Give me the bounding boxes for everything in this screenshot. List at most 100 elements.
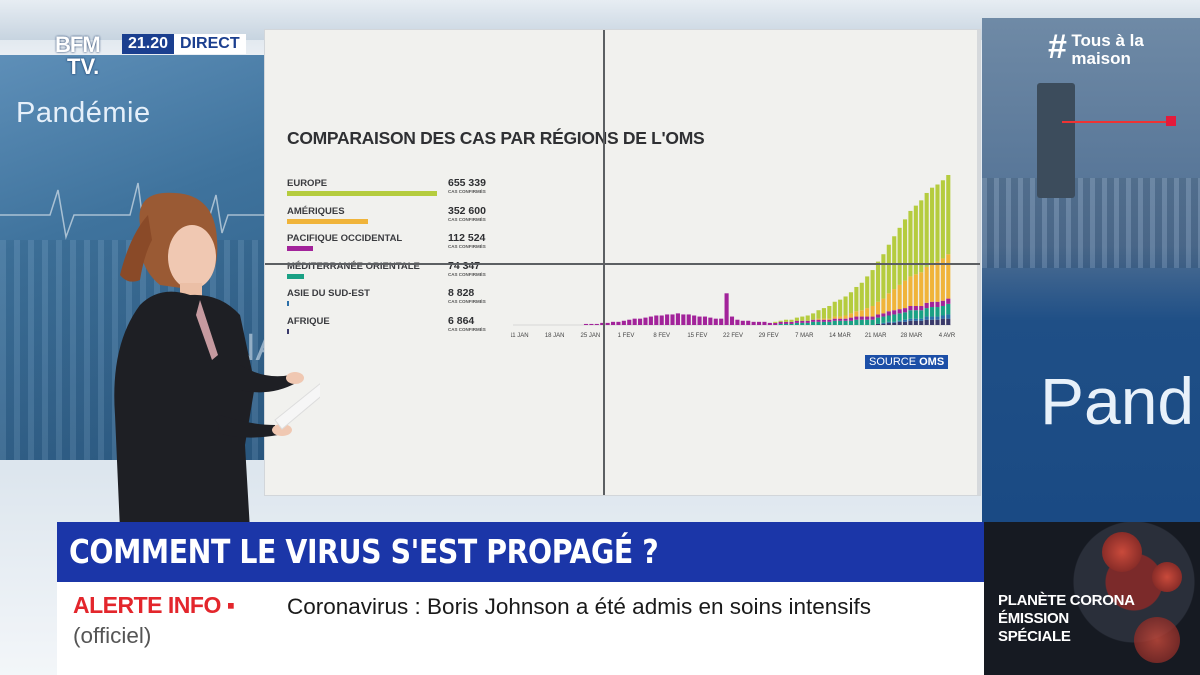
bar-segment	[913, 205, 918, 275]
legend-value: 6 864	[448, 314, 475, 327]
bar-segment	[908, 318, 913, 321]
bar-segment	[870, 305, 875, 317]
hashtag-symbol: #	[1048, 28, 1067, 66]
legend-item: AFRIQUE 6 864 CAS CONFIRMÉS	[287, 314, 497, 344]
bar-segment	[789, 319, 794, 322]
bar-segment	[794, 320, 799, 323]
bar-segment	[821, 319, 826, 322]
bar-segment	[789, 321, 794, 324]
bar-segment	[778, 321, 783, 324]
red-marker	[1166, 116, 1176, 126]
x-tick-label: 4 AVR	[939, 333, 956, 339]
bar-segment	[838, 320, 843, 325]
bar-segment	[627, 319, 632, 325]
legend-label: ASIE DU SUD-EST	[287, 288, 370, 299]
bar-segment	[897, 320, 902, 322]
bar-segment	[816, 318, 821, 320]
bar-segment	[897, 284, 902, 310]
bar-segment	[940, 300, 945, 306]
legend-item: PACIFIQUE OCCIDENTAL 112 524 CAS CONFIRMÉS	[287, 232, 497, 261]
bar-segment	[838, 318, 843, 321]
bar-segment	[913, 320, 918, 325]
legend-subtitle: CAS CONFIRMÉS	[448, 326, 486, 332]
bar-segment	[913, 318, 918, 321]
bar-segment	[821, 308, 826, 319]
x-tick-label: 29 FEV	[759, 333, 779, 339]
bar-segment	[908, 310, 913, 319]
bar-segment	[746, 320, 751, 325]
legend-label: AFRIQUE	[287, 315, 330, 327]
screen-seam	[265, 263, 980, 265]
bar-segment	[832, 301, 837, 317]
bar-segment	[729, 316, 735, 325]
bar-segment	[805, 320, 810, 323]
x-tick-label: 22 FEV	[723, 333, 743, 339]
bar-segment	[870, 270, 875, 306]
bar-segment	[859, 316, 864, 320]
promo-line3: SPÉCIALE	[998, 628, 1071, 645]
legend-value: 352 600	[448, 204, 486, 217]
bar-segment	[811, 321, 816, 325]
bar-segment	[892, 289, 897, 311]
bar-segment	[940, 315, 945, 319]
legend-bar	[287, 328, 289, 334]
bar-segment	[735, 319, 740, 325]
bar-segment	[832, 316, 837, 319]
bar-segment	[886, 315, 891, 322]
bar-segment	[886, 311, 891, 316]
bar-segment	[800, 316, 805, 321]
bar-segment	[832, 320, 837, 325]
program-promo: PLANÈTE CORONA ÉMISSION SPÉCIALE	[984, 522, 1200, 675]
bar-segment	[919, 305, 924, 311]
hashtag-label: # Tous à la maison	[1048, 30, 1144, 68]
bar-segment	[875, 317, 881, 324]
bar-segment	[886, 321, 891, 323]
channel-logo: BFM TV.	[55, 34, 119, 86]
tower-image	[1037, 83, 1075, 198]
bar-segment	[654, 315, 659, 325]
source-prefix: SOURCE	[869, 356, 917, 368]
bar-segment	[697, 316, 702, 325]
bar-segment	[902, 321, 908, 325]
bar-segment	[940, 258, 945, 301]
bar-segment	[886, 244, 891, 294]
bar-segment	[892, 310, 897, 315]
bar-segment	[719, 318, 724, 325]
x-tick-label: 11 JAN	[511, 333, 529, 339]
bar-segment	[919, 200, 924, 273]
bar-segment	[930, 263, 935, 302]
bar-segment	[854, 319, 859, 325]
bar-segment	[881, 316, 886, 323]
bar-segment	[870, 316, 875, 320]
bar-segment	[713, 318, 718, 325]
bar-segment	[913, 305, 918, 311]
bar-segment	[930, 316, 935, 320]
red-line	[1062, 121, 1170, 123]
bar-segment	[811, 319, 816, 322]
bar-segment	[848, 317, 854, 321]
bar-segment	[875, 314, 881, 318]
bar-segment	[881, 322, 886, 324]
chart-title: COMPARAISON DES CAS PAR RÉGIONS DE L'OMS	[287, 128, 705, 148]
bar-segment	[865, 276, 870, 309]
bar-segment	[875, 261, 881, 302]
video-wall-graphic: COMPARAISON DES CAS PAR RÉGIONS DE L'OMS…	[265, 30, 980, 495]
bar-segment	[859, 310, 864, 317]
chart-plot-area: 11 JAN 18 JAN 25 JAN 1 FEV 8 FEV 15 FEV 22 FEV…	[511, 175, 956, 339]
legend-bar	[287, 301, 290, 306]
bar-segment	[924, 192, 929, 267]
bar-segment	[816, 319, 821, 322]
bar-segment	[908, 210, 913, 277]
bar-segment	[940, 318, 945, 325]
bar-segment	[784, 321, 789, 324]
legend-label: MÉDITERRANÉE ORIENTALE	[287, 260, 420, 272]
x-tick-label: 28 MAR	[900, 333, 922, 339]
bar-segment	[724, 293, 729, 325]
bar-segment	[756, 321, 762, 325]
bar-segment	[821, 321, 826, 325]
bar-segment	[919, 320, 924, 325]
bar-segment	[708, 317, 713, 325]
virus-image	[1102, 532, 1142, 572]
bar-segment	[881, 254, 886, 299]
bar-segment	[632, 318, 637, 325]
